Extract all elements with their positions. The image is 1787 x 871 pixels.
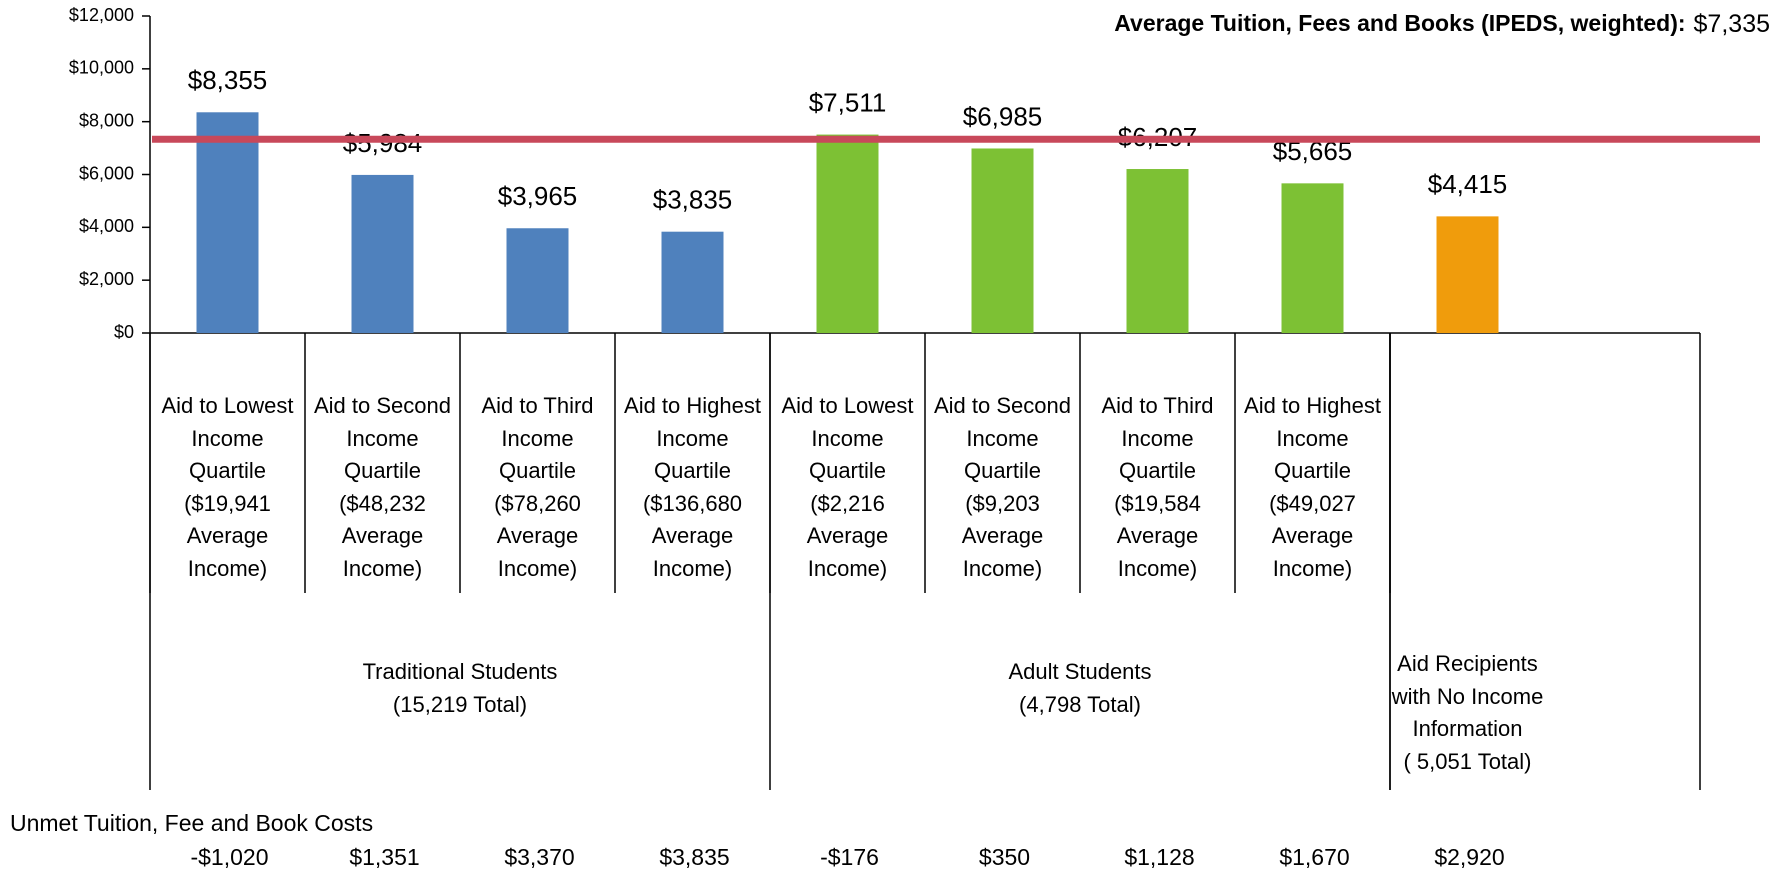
x-tick-label: Aid to Lowest Income Quartile ($19,941 A… xyxy=(161,393,294,581)
bar xyxy=(1281,183,1344,333)
bar xyxy=(506,228,569,333)
group-label: Traditional Students (15,219 Total) xyxy=(362,659,558,717)
value-label: $3,835 xyxy=(653,185,733,215)
group-label: Aid Recipients with No Income Informatio… xyxy=(1391,651,1544,774)
unmet-row-label: Unmet Tuition, Fee and Book Costs xyxy=(10,810,373,836)
group-label: Adult Students (4,798 Total) xyxy=(1008,659,1152,717)
bar xyxy=(351,174,414,333)
unmet-value: $3,370 xyxy=(504,844,574,870)
value-label: $3,965 xyxy=(498,181,578,211)
y-tick-label: $6,000 xyxy=(79,163,134,183)
value-label: $7,511 xyxy=(809,87,887,117)
y-tick-label: $0 xyxy=(114,322,134,342)
bar xyxy=(816,134,879,333)
unmet-value: $1,128 xyxy=(1124,844,1194,870)
unmet-value: $1,670 xyxy=(1279,844,1349,870)
unmet-value: $350 xyxy=(979,844,1030,870)
unmet-value: $2,920 xyxy=(1434,844,1504,870)
unmet-value: $3,835 xyxy=(659,844,729,870)
value-label: $4,415 xyxy=(1428,169,1508,199)
bar xyxy=(1126,169,1189,333)
x-tick-label: Aid to Third Income Quartile ($78,260 Av… xyxy=(481,393,594,581)
unmet-value: -$176 xyxy=(820,844,879,870)
x-tick-label: Aid to Highest Income Quartile ($136,680… xyxy=(624,393,761,581)
chart-title-group: Average Tuition, Fees and Books (IPEDS, … xyxy=(1114,10,1770,38)
unmet-value: $1,351 xyxy=(349,844,419,870)
y-tick-label: $4,000 xyxy=(79,216,134,236)
bar xyxy=(196,112,259,333)
y-tick-label: $10,000 xyxy=(69,58,134,78)
value-label: $8,355 xyxy=(188,65,268,95)
y-tick-label: $2,000 xyxy=(79,269,134,289)
x-tick-label: Aid to Second Income Quartile ($9,203 Av… xyxy=(934,393,1071,581)
bar xyxy=(971,148,1034,333)
x-tick-label: Aid to Third Income Quartile ($19,584 Av… xyxy=(1101,393,1214,581)
chart-title: Average Tuition, Fees and Books (IPEDS, … xyxy=(1114,10,1685,36)
value-label: $5,984 xyxy=(343,128,423,158)
bar xyxy=(1436,216,1499,333)
value-label: $6,985 xyxy=(963,101,1043,131)
unmet-value: -$1,020 xyxy=(190,844,268,870)
x-tick-label: Aid to Lowest Income Quartile ($2,216 Av… xyxy=(781,393,914,581)
reference-value-label: $7,335 xyxy=(1694,10,1770,38)
y-tick-label: $12,000 xyxy=(69,5,134,25)
x-tick-label: Aid to Second Income Quartile ($48,232 A… xyxy=(314,393,451,581)
x-tick-label: Aid to Highest Income Quartile ($49,027 … xyxy=(1244,393,1381,581)
bar xyxy=(661,231,724,333)
y-tick-label: $8,000 xyxy=(79,110,134,130)
